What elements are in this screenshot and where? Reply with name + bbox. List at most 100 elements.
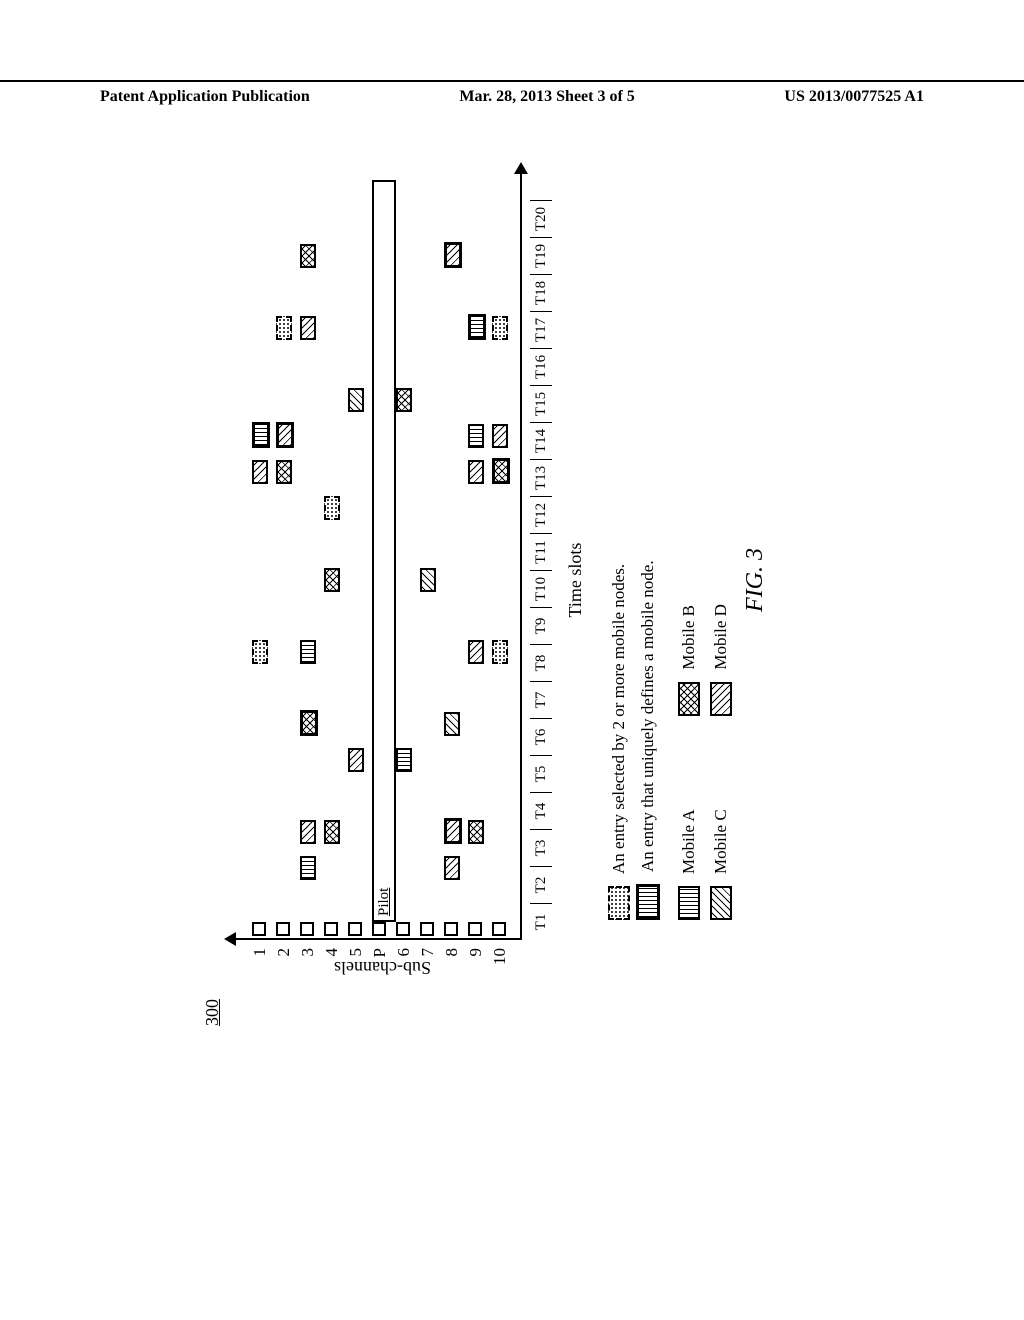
y-label: 3 — [298, 948, 318, 978]
x-axis-arrow-icon — [514, 162, 528, 174]
grid-cell — [276, 316, 292, 340]
legend-mobile-label: Mobile C — [711, 809, 731, 874]
x-tick-label: T1 — [530, 904, 552, 940]
x-tick-label: T11 — [530, 534, 552, 571]
grid-cell — [300, 316, 316, 340]
y-axis-arrow-icon — [224, 932, 236, 946]
x-tick-label: T18 — [530, 275, 552, 312]
x-axis — [520, 170, 522, 940]
grid-cell — [444, 242, 462, 268]
y-label: P — [370, 948, 390, 978]
header-left: Patent Application Publication — [100, 88, 310, 106]
legend-mobile-label: Mobile B — [679, 605, 699, 670]
figure-container: 300 Sub-channels 12345P678910 Pilot T1T2… — [232, 140, 792, 1020]
y-label: 1 — [250, 948, 270, 978]
grid-cell — [468, 820, 484, 844]
grid-cell — [444, 712, 460, 736]
x-tick-label: T8 — [530, 645, 552, 682]
grid-cell — [324, 820, 340, 844]
patent-header: Patent Application Publication Mar. 28, … — [0, 80, 1024, 106]
x-tick-label: T13 — [530, 460, 552, 497]
legend-mobile-swatch-icon — [678, 886, 700, 920]
grid-cell — [324, 568, 340, 592]
grid-cell — [252, 460, 268, 484]
y-label: 10 — [490, 948, 510, 978]
grid-cell — [348, 388, 364, 412]
x-tick-label: T19 — [530, 238, 552, 275]
x-tick-label: T3 — [530, 830, 552, 867]
grid-cell — [324, 496, 340, 520]
grid-cell — [492, 458, 510, 484]
chart-area: Sub-channels 12345P678910 Pilot T1T2T3T4… — [232, 180, 562, 980]
y-tick-box-icon — [252, 922, 266, 936]
y-label: 4 — [322, 948, 342, 978]
x-tick-label: T16 — [530, 349, 552, 386]
y-tick-box-icon — [300, 922, 314, 936]
legend-unique-swatch-icon — [636, 884, 660, 920]
figure-caption: FIG. 3 — [742, 548, 769, 612]
x-tick-label: T12 — [530, 497, 552, 534]
grid-cell — [276, 460, 292, 484]
x-tick-label: T2 — [530, 867, 552, 904]
reference-label: 300 — [202, 999, 223, 1026]
legend-mobile-swatch-icon — [710, 886, 732, 920]
grid-cell — [252, 640, 268, 664]
grid-cell — [492, 316, 508, 340]
legend-mobile: Mobile B — [678, 560, 700, 715]
x-tick-label: T5 — [530, 756, 552, 793]
legend-mobile-label: Mobile A — [679, 809, 699, 874]
grid-cell — [468, 314, 486, 340]
y-tick-box-icon — [348, 922, 362, 936]
y-label: 7 — [418, 948, 438, 978]
legend-unique-label: An entry that uniquely defines a mobile … — [638, 560, 658, 872]
legend-unique: An entry that uniquely defines a mobile … — [636, 560, 660, 920]
grid-cell — [444, 818, 462, 844]
y-label: 6 — [394, 948, 414, 978]
grid-cell — [252, 422, 270, 448]
grid-cell — [396, 388, 412, 412]
grid-cell — [276, 422, 294, 448]
x-tick-label: T7 — [530, 682, 552, 719]
legend-shared-swatch-icon — [608, 886, 630, 920]
y-tick-box-icon — [468, 922, 482, 936]
x-tick-label: T6 — [530, 719, 552, 756]
y-tick-box-icon — [492, 922, 506, 936]
y-tick-box-icon — [396, 922, 410, 936]
y-tick-box-icon — [420, 922, 434, 936]
grid-cell — [300, 820, 316, 844]
grid-cell — [300, 856, 316, 880]
grid-cell — [348, 748, 364, 772]
legend-mobile-swatch-icon — [710, 682, 732, 716]
y-tick-box-icon — [324, 922, 338, 936]
y-label: 8 — [442, 948, 462, 978]
y-label: 2 — [274, 948, 294, 978]
x-tick-label: T14 — [530, 423, 552, 460]
legend-mobile: Mobile A — [678, 766, 700, 920]
grid-cell — [492, 424, 508, 448]
legend: An entry selected by 2 or more mobile no… — [602, 560, 732, 920]
y-label: 9 — [466, 948, 486, 978]
grid-cell — [420, 568, 436, 592]
grid-cell — [396, 748, 412, 772]
legend-mobile-swatch-icon — [678, 682, 700, 716]
x-tick-label: T17 — [530, 312, 552, 349]
legend-mobile: Mobile D — [710, 560, 732, 715]
legend-mobile: Mobile C — [710, 766, 732, 920]
y-axis — [232, 938, 522, 940]
x-tick-label: T9 — [530, 608, 552, 645]
legend-mobile-label: Mobile D — [711, 604, 731, 670]
x-tick-labels: T1T2T3T4T5T6T7T8T9T10T11T12T13T14T15T16T… — [530, 180, 552, 940]
x-tick-label: T20 — [530, 200, 552, 238]
grid-cell — [444, 856, 460, 880]
x-tick-label: T10 — [530, 571, 552, 608]
grid-cell — [300, 640, 316, 664]
y-tick-box-icon — [372, 922, 386, 936]
grid-cell — [468, 424, 484, 448]
y-tick-box-icon — [276, 922, 290, 936]
x-axis-title: Time slots — [565, 543, 586, 618]
pilot-bar: Pilot — [372, 180, 396, 922]
legend-shared: An entry selected by 2 or more mobile no… — [608, 560, 630, 920]
header-right: US 2013/0077525 A1 — [784, 88, 924, 106]
header-center: Mar. 28, 2013 Sheet 3 of 5 — [459, 88, 634, 106]
y-tick-box-icon — [444, 922, 458, 936]
